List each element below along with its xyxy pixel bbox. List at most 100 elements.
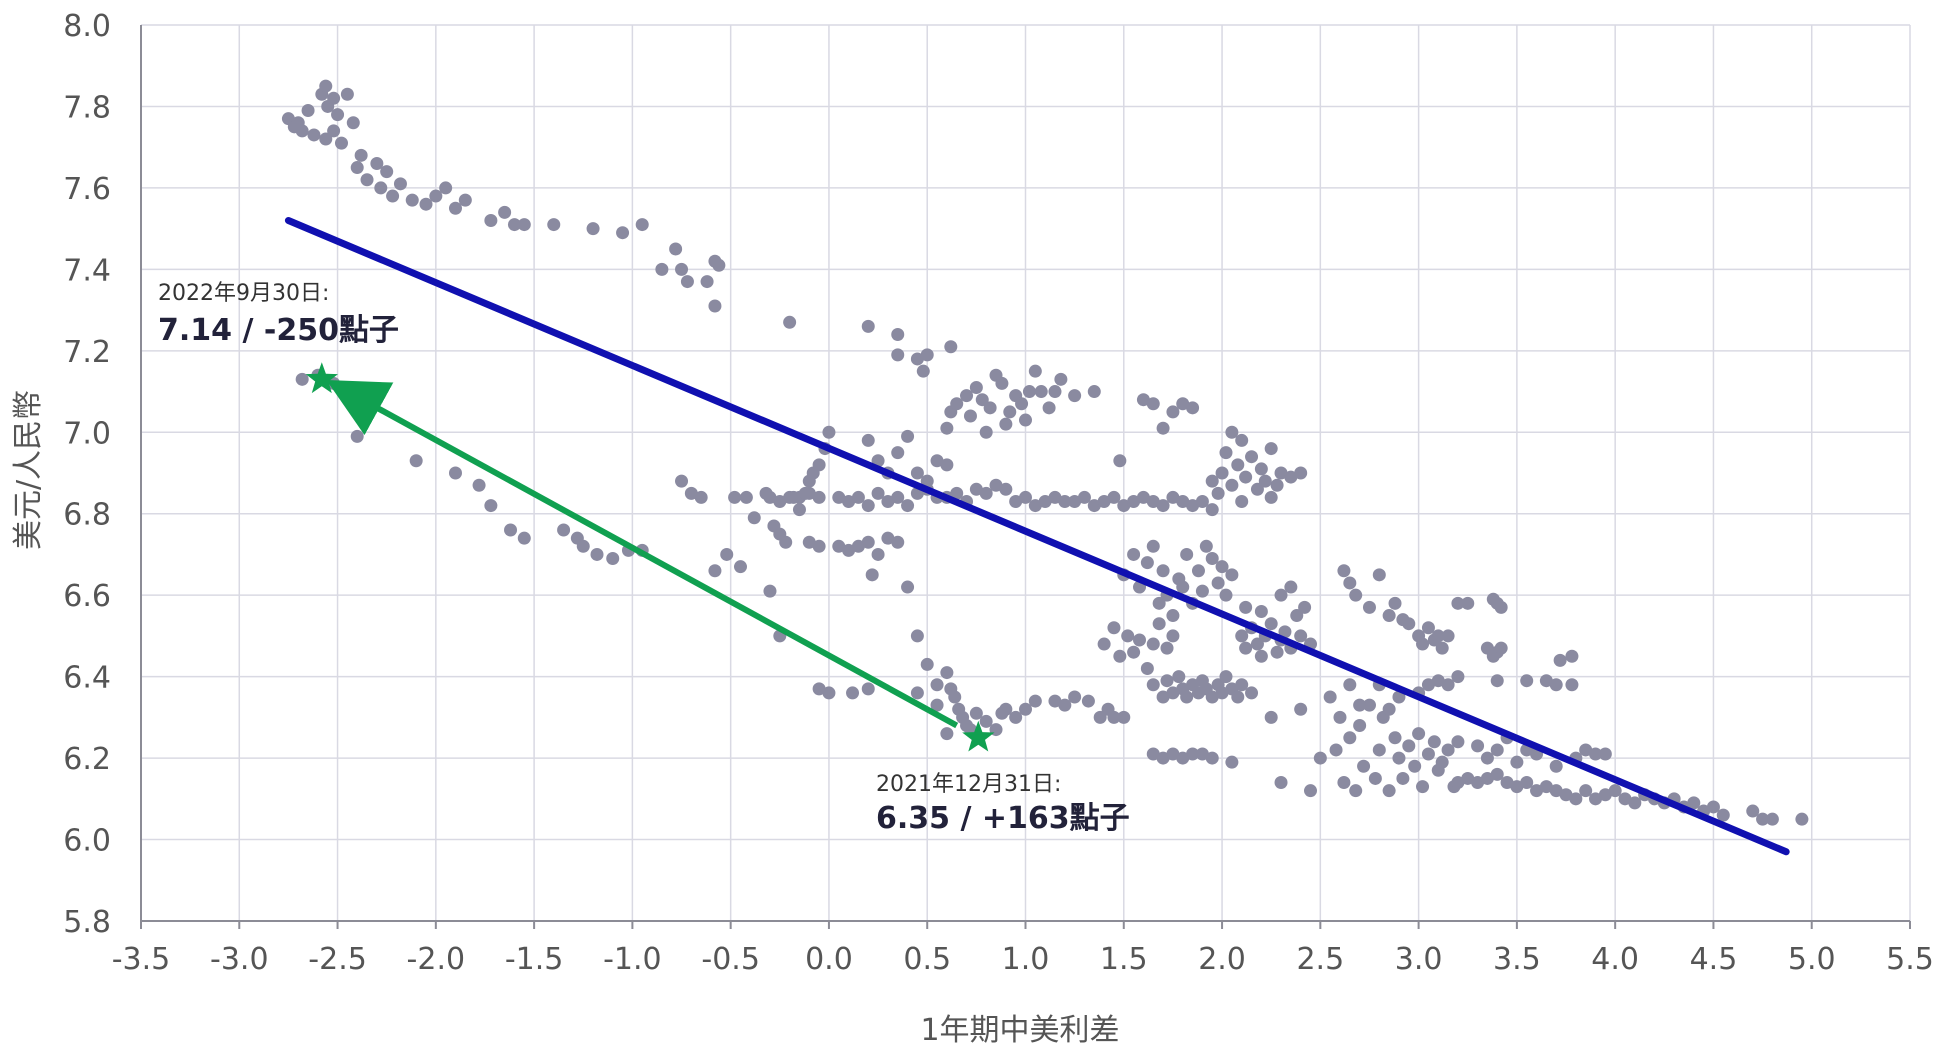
data-point	[1471, 739, 1485, 753]
data-point	[940, 666, 954, 680]
data-point	[1382, 609, 1396, 623]
data-point	[1225, 755, 1239, 769]
data-point	[1284, 580, 1298, 594]
data-point	[1402, 739, 1416, 753]
data-point	[979, 714, 993, 728]
data-point	[458, 193, 472, 207]
data-point	[995, 376, 1009, 390]
x-tick-label: 5.0	[1788, 942, 1836, 977]
data-point	[720, 547, 734, 561]
data-point	[1068, 495, 1082, 509]
data-point	[1343, 731, 1357, 745]
data-point	[1186, 747, 1200, 761]
data-point	[712, 258, 726, 272]
data-point	[1362, 600, 1376, 614]
data-point	[1152, 596, 1166, 610]
data-point	[669, 242, 683, 256]
data-point	[1176, 495, 1190, 509]
data-point	[901, 580, 915, 594]
data-point	[1028, 364, 1042, 378]
data-point	[1205, 552, 1219, 566]
data-point	[1117, 710, 1131, 724]
data-point	[1294, 466, 1308, 480]
data-point	[498, 205, 512, 219]
data-point	[1107, 710, 1121, 724]
data-point	[1215, 466, 1229, 480]
overlay-lines	[284, 216, 1790, 856]
data-point	[1264, 442, 1278, 456]
x-tick-label: -0.5	[701, 942, 760, 977]
data-point	[1054, 372, 1068, 386]
scatter-points	[281, 79, 1809, 826]
data-point	[1490, 767, 1504, 781]
data-point	[1097, 495, 1111, 509]
data-point	[1195, 747, 1209, 761]
data-point	[1304, 784, 1318, 798]
data-point	[773, 495, 787, 509]
data-point	[787, 490, 801, 504]
data-point	[1087, 499, 1101, 513]
data-point	[1127, 645, 1141, 659]
data-point	[1235, 433, 1249, 447]
data-point	[1250, 637, 1264, 651]
data-point	[940, 421, 954, 435]
data-point	[1480, 751, 1494, 765]
annotation-2022-date: 2022年9月30日:	[158, 281, 329, 306]
tick-labels: -3.5 -3.0 -2.5 -2.0 -1.5 -1.0 -0.5 0.0 0.5 1.0 1.5…	[63, 9, 1934, 977]
data-point	[1618, 792, 1632, 806]
data-point	[1382, 784, 1396, 798]
data-point	[1219, 446, 1233, 460]
data-point	[861, 499, 875, 513]
data-point	[1559, 788, 1573, 802]
data-point	[1191, 564, 1205, 578]
data-point	[1372, 568, 1386, 582]
data-point	[920, 657, 934, 671]
y-tick-label: 7.0	[63, 416, 111, 451]
data-point	[999, 482, 1013, 496]
data-point	[1628, 796, 1642, 810]
data-point	[409, 454, 423, 468]
data-point	[940, 458, 954, 472]
data-point	[1113, 454, 1127, 468]
data-point	[989, 478, 1003, 492]
data-point	[1180, 690, 1194, 704]
data-point	[871, 547, 885, 561]
data-point	[1146, 495, 1160, 509]
data-point	[1121, 629, 1135, 643]
data-point	[1019, 413, 1032, 427]
y-tick-label: 7.8	[63, 90, 111, 125]
data-point	[779, 535, 793, 549]
data-point	[1231, 458, 1245, 472]
annotation-2021: 2021年12月31日: 6.35 / +163點子	[876, 772, 1130, 836]
data-point	[999, 702, 1013, 716]
data-point	[334, 136, 348, 150]
data-point	[1254, 604, 1268, 618]
data-point	[1441, 743, 1455, 757]
data-point	[1284, 470, 1298, 484]
data-point	[1048, 385, 1062, 399]
data-point	[1160, 641, 1174, 655]
data-point	[1427, 735, 1441, 749]
data-point	[910, 629, 924, 643]
data-point	[963, 409, 977, 423]
data-point	[1579, 743, 1593, 757]
x-tick-label: 0.0	[805, 942, 853, 977]
data-point	[319, 79, 333, 93]
data-point	[1421, 678, 1435, 692]
data-point	[1176, 397, 1190, 411]
data-point	[940, 727, 954, 741]
data-point	[675, 262, 689, 276]
data-point	[1416, 780, 1430, 794]
data-point	[1254, 462, 1268, 476]
data-point	[708, 564, 722, 578]
data-point	[1471, 776, 1485, 790]
data-point	[1127, 495, 1141, 509]
data-point	[1172, 670, 1186, 684]
data-point	[1608, 784, 1622, 798]
data-point	[1270, 645, 1284, 659]
data-point	[1274, 466, 1288, 480]
data-point	[1068, 690, 1082, 704]
data-point	[1392, 751, 1406, 765]
data-point	[1313, 751, 1327, 765]
data-point	[1258, 474, 1272, 488]
